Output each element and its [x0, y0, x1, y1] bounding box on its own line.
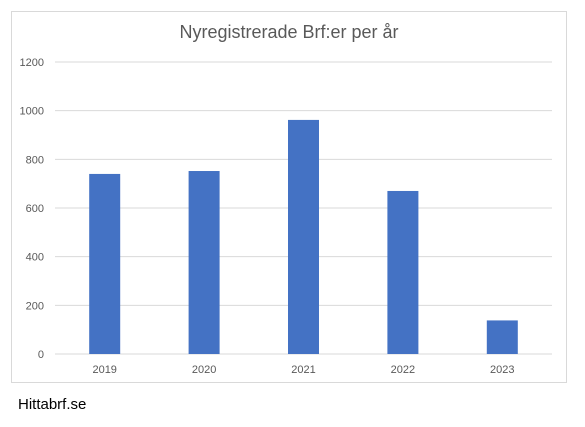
bar-2021 — [288, 119, 319, 354]
x-tick-label: 2023 — [490, 364, 514, 376]
bar-2019 — [89, 173, 121, 354]
bar-2023 — [486, 320, 518, 354]
axis-labels: 0 200 400 600 800 1000 1200 2019 2020 2021 2022 202… — [20, 57, 515, 376]
y-tick-label: 1200 — [20, 57, 44, 69]
x-tick-label: 2020 — [192, 364, 216, 376]
bar-2020 — [188, 171, 220, 354]
footer-brand: Hittabrf.se — [18, 396, 87, 413]
y-tick-label: 600 — [26, 203, 44, 215]
y-tick-label: 0 — [38, 349, 44, 361]
bar-2022 — [387, 190, 419, 354]
y-tick-label: 200 — [26, 300, 44, 312]
bars — [89, 119, 518, 354]
y-tick-label: 400 — [26, 252, 44, 264]
x-tick-label: 2022 — [391, 364, 415, 376]
x-tick-label: 2021 — [291, 364, 315, 376]
x-tick-label: 2019 — [92, 364, 116, 376]
chart-title: Nyregistrerade Brf:er per år — [179, 22, 399, 42]
y-tick-label: 1000 — [20, 106, 44, 118]
y-tick-label: 800 — [26, 154, 44, 166]
